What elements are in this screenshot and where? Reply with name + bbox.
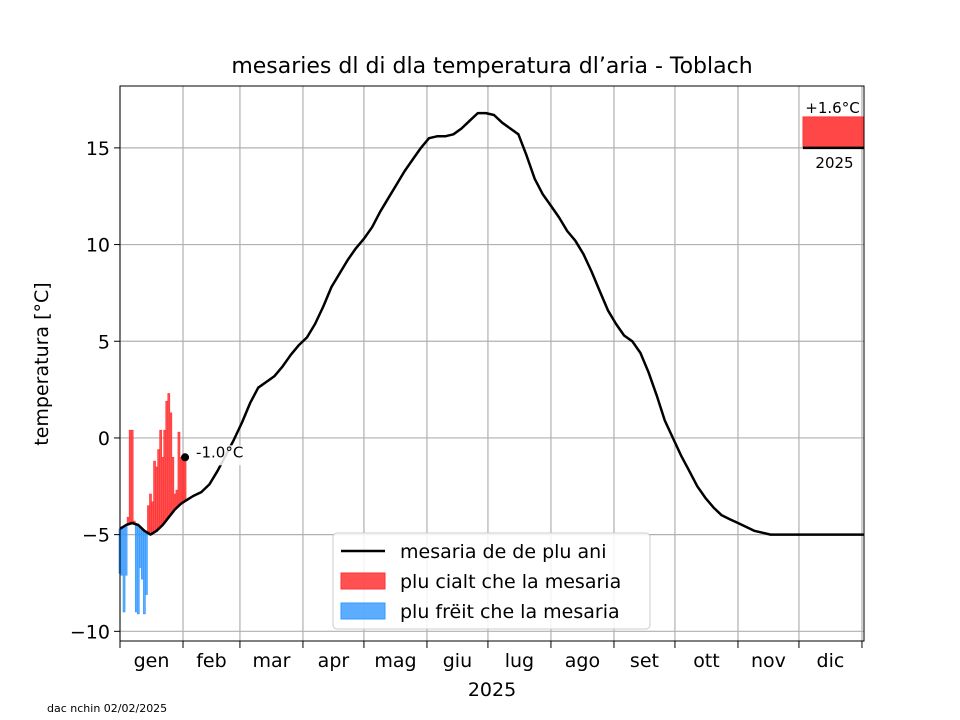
warmer-bar [179,456,183,505]
colder-bar [134,524,138,613]
warmer-bar [130,429,134,524]
last-value-dot [181,453,190,462]
colder-bar [124,524,128,576]
y-tick-label: 10 [86,235,110,257]
legend: mesaria de de plu ani plu cialt che la m… [332,532,651,630]
legend-swatch-colder [340,602,386,620]
warmer-bar [181,456,185,503]
chart-title: mesaries dl di dla temperatura dl’aria -… [231,54,752,79]
annual-anomaly-bar [802,116,865,149]
plot-frame [119,85,865,642]
annual-year-label: 2025 [815,154,853,172]
warmer-bar [167,393,171,518]
warmer-bar [151,501,154,534]
warmer-bar [153,460,156,533]
x-tick-label: set [630,650,659,672]
legend-box [332,532,651,630]
last-value-label: -1.0°C [196,443,243,461]
legend-label-colder: plu frëit che la mesaria [400,601,620,623]
last-value-label-bg [193,445,254,466]
legend-label-mean: mesaria de de plu ani [400,541,606,563]
warmer-bar [163,429,167,523]
warmer-bar [165,400,169,521]
x-tick-label: apr [318,650,350,672]
warmer-bar [159,429,162,528]
x-tick-label: dic [817,650,845,672]
x-tick-label: giu [443,650,472,672]
warmer-bar [155,466,158,532]
y-tick-label: 5 [98,331,110,353]
x-axis-label: 2025 [468,679,516,701]
warmer-bar [169,412,173,515]
legend-label-warmer: plu cialt che la mesaria [400,571,621,593]
warmer-bar [147,505,150,534]
annual-anomaly-box: +1.6°C 2025 [802,99,865,172]
colder-bar [141,528,144,580]
colder-bar [122,525,126,613]
colder-bar [139,526,142,568]
warmer-bar [177,431,181,506]
x-tick-label: gen [134,650,170,672]
warmer-bar [149,493,152,535]
x-tick-label: nov [751,650,786,672]
annual-anomaly-label: +1.6°C [805,99,859,117]
colder-bar [145,531,148,595]
warmer-bar [183,456,187,502]
mean-line-layer [119,111,864,536]
x-axis: gen feb mar apr mag giu lug ago set ott nov dic [119,641,863,672]
anomaly-bars [118,393,187,615]
y-axis: −10 −5 0 5 10 15 [70,138,120,643]
y-tick-label: 15 [86,138,110,160]
x-tick-label: feb [196,650,226,672]
y-tick-label: 0 [98,428,110,450]
mean-line [119,111,864,536]
y-tick-label: −5 [82,525,110,547]
colder-bar [136,524,140,615]
x-tick-label: ago [565,650,600,672]
y-axis-label: temperatura [°C] [31,282,53,445]
y-tick-label: −10 [70,621,110,643]
footer-credit: dac nchin 02/02/2025 [47,702,168,715]
x-tick-label: ott [693,650,720,672]
warmer-bar [161,456,165,526]
warmer-bar [175,489,179,508]
last-value-marker: -1.0°C [181,443,254,466]
colder-bar [143,530,146,615]
legend-swatch-warmer [340,572,386,590]
x-tick-label: mar [252,650,290,672]
warmer-bar [128,429,132,524]
x-tick-label: lug [505,650,534,672]
colder-bar [120,527,124,576]
warmer-bar [157,449,160,530]
x-tick-label: mag [374,650,416,672]
warmer-bar [171,456,175,513]
